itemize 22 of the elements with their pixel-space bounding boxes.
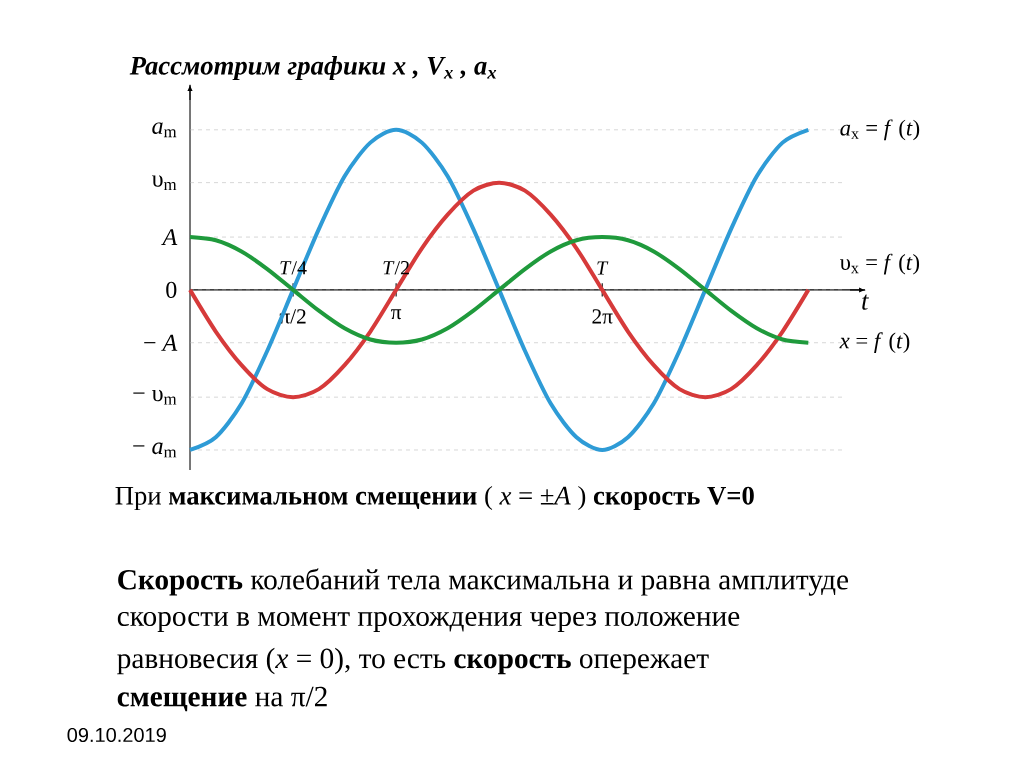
x-tick-label: 2π — [592, 309, 613, 324]
annotation: T/2 — [383, 261, 409, 275]
ref-line-label: υ$_{m}$ — [151, 175, 177, 191]
ref-line-label: − A — [144, 334, 178, 351]
x-tick-label: π — [391, 309, 402, 320]
series-label: a$_{x}$ = f (t) — [840, 119, 920, 141]
chart-title: Рассмотрим графики x , V$_{x}$ , a$_{x}$ — [129, 55, 497, 81]
text: При максимальном смещении ( x = ±A ) скорость V=0 — [115, 485, 754, 511]
text: равновесия (x = 0), то есть скорость опережает — [117, 647, 709, 675]
annotation: T — [597, 261, 609, 275]
text: Скорость колебаний тела максимальна и равна амплитуде — [118, 568, 849, 596]
text: 09.10.2019 — [67, 727, 166, 743]
ref-line-label: − υ$_{m}$ — [133, 389, 177, 405]
series-label: υ$_{x}$ = f (t) — [839, 253, 920, 275]
x-axis-title: t — [862, 294, 869, 310]
ref-line-label: 0 — [166, 281, 177, 298]
text: смещение на π/2 — [117, 686, 327, 712]
ref-line-label: − a$_{m}$ — [133, 442, 177, 458]
series-label: x = f (t) — [839, 332, 910, 354]
ref-line-label: a$_{m}$ — [152, 122, 177, 138]
ref-line-label: A — [161, 229, 178, 245]
text: скорости в момент прохождения через положение — [117, 611, 740, 633]
